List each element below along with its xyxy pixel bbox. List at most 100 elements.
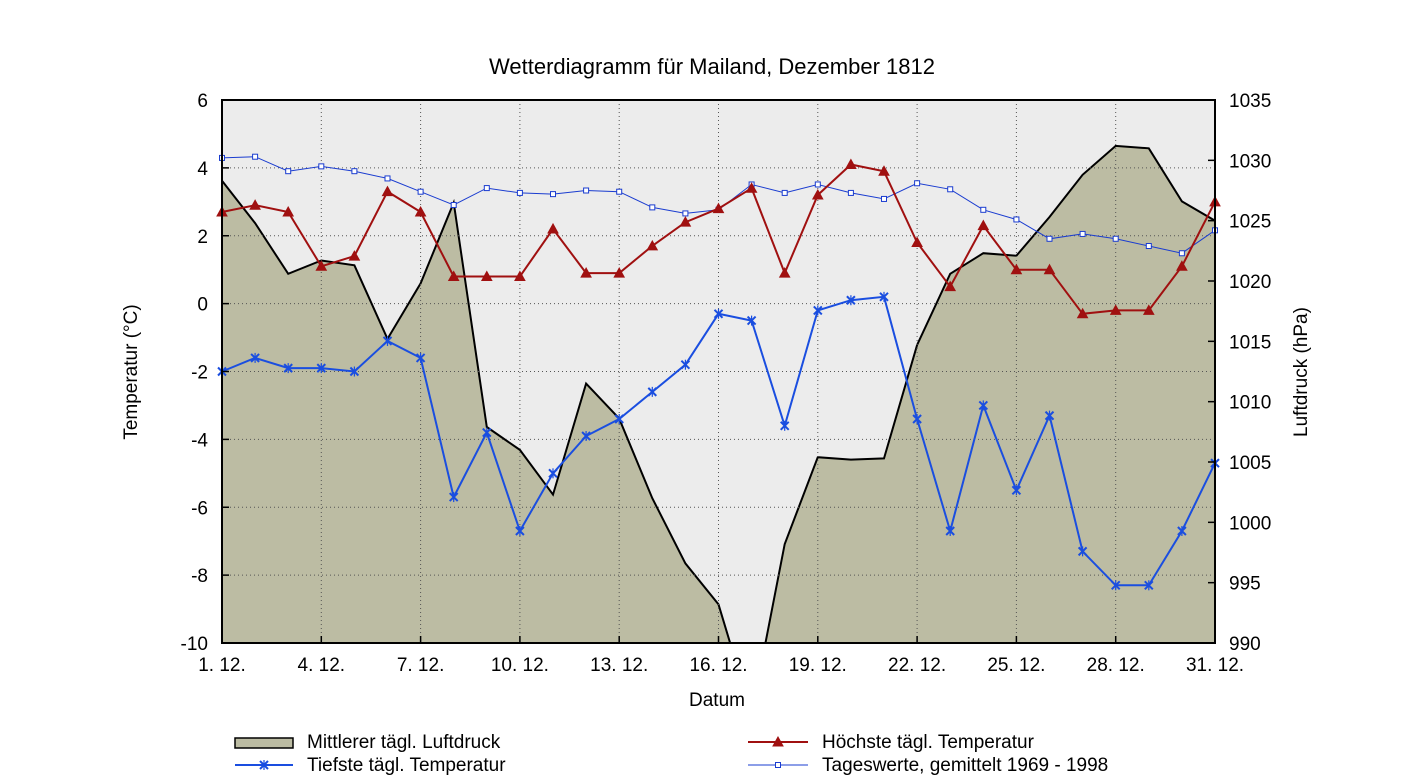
x-tick-label: 22. 12. [888, 655, 946, 676]
legend-swatch-pressure [234, 737, 294, 749]
min-temp-point [581, 430, 591, 441]
legend-label-max-temp: Höchste tägl. Temperatur [822, 732, 1035, 753]
avg-pressure-point [649, 204, 656, 211]
y-left-tick-label: -4 [191, 430, 208, 451]
y-right-tick-label: 1015 [1229, 332, 1271, 353]
y-left-tick-label: 0 [197, 295, 208, 316]
min-temp-point [349, 366, 360, 377]
avg-pressure-point [483, 185, 490, 192]
min-temp-point [382, 335, 393, 346]
max-temp-point [1109, 304, 1122, 315]
avg-pressure-point [914, 180, 921, 187]
chart-title: Wetterdiagramm für Mailand, Dezember 181… [489, 54, 935, 79]
min-temp-point [1077, 546, 1088, 557]
x-tick-label: 25. 12. [987, 655, 1045, 676]
min-temp-point [746, 315, 757, 326]
min-temp-point [1044, 410, 1055, 421]
avg-pressure-point [516, 189, 523, 196]
max-temp-point [414, 205, 427, 217]
min-temp-point [978, 400, 989, 411]
min-temp-point [548, 468, 558, 479]
avg-pressure-point [947, 186, 954, 193]
max-temp-series [216, 158, 1221, 319]
avg-pressure-point [351, 168, 358, 175]
legend-label-avg-pressure: Tageswerte, gemittelt 1969 - 1998 [822, 755, 1108, 776]
avg-pressure-point [583, 187, 590, 194]
max-temp-point [845, 158, 857, 169]
legend-item-max-temp: Höchste tägl. Temperatur [748, 732, 1035, 753]
max-temp-point [878, 165, 890, 176]
x-tick-label: 28. 12. [1087, 655, 1145, 676]
y-right-tick-label: 1020 [1229, 272, 1271, 293]
max-temp-point [249, 199, 261, 210]
avg-pressure-point [417, 188, 424, 195]
avg-pressure-point [1079, 230, 1086, 237]
min-temp-point [250, 352, 260, 363]
min-temp-point [448, 492, 459, 503]
x-tick-label: 10. 12. [491, 655, 549, 676]
y-left-tick-label: -2 [191, 363, 208, 384]
max-temp-point [547, 222, 559, 234]
x-tick-label: 19. 12. [789, 655, 847, 676]
max-temp-point [1043, 263, 1056, 275]
legend-label-min-temp: Tiefste tägl. Temperatur [307, 755, 506, 776]
y-right-tick-label: 1035 [1229, 91, 1271, 112]
y-left-tick-label: -10 [181, 634, 208, 655]
y-axis-left-label: Temperatur (°C) [121, 304, 142, 439]
min-temp-point [415, 352, 426, 363]
min-temp-point [482, 427, 492, 438]
x-tick-label: 1. 12. [198, 655, 246, 676]
min-temp-point [614, 414, 624, 425]
y-axis-right-label: Luftdruck (hPa) [1291, 307, 1312, 437]
legend: Mittlerer tägl. Luftdruck Tiefste tägl. … [234, 732, 1108, 776]
max-temp-point [315, 260, 328, 271]
max-temp-point [712, 202, 725, 214]
avg-pressure-point [616, 188, 623, 195]
y-right-tick-label: 1010 [1229, 393, 1271, 414]
y-right-tick-label: 1030 [1229, 151, 1271, 172]
x-tick-label: 7. 12. [397, 655, 445, 676]
x-axis-label: Datum [689, 690, 745, 711]
max-temp-point [811, 188, 824, 200]
min-temp-point [316, 363, 327, 374]
legend-item-pressure: Mittlerer tägl. Luftdruck [234, 732, 501, 753]
max-temp-point [1076, 307, 1089, 319]
x-tick-label: 4. 12. [298, 655, 346, 676]
avg-pressure-point [1145, 243, 1152, 250]
min-temp-point [846, 295, 856, 306]
min-temp-point [779, 420, 790, 431]
max-temp-point [679, 216, 692, 227]
avg-pressure-point [384, 175, 391, 182]
y-left-tick-label: 2 [197, 227, 208, 248]
max-temp-point [778, 267, 791, 278]
avg-pressure-point [814, 181, 821, 188]
avg-pressure-point [980, 206, 987, 213]
legend-item-min-temp: Tiefste tägl. Temperatur [235, 755, 506, 776]
avg-pressure-point [847, 189, 854, 196]
legend-marker-min-temp [259, 760, 269, 770]
x-tick-label: 31. 12. [1186, 655, 1244, 676]
min-temp-series [217, 291, 1220, 591]
legend-min-temp-point [259, 760, 269, 770]
legend-marker-max-temp [772, 735, 784, 747]
y-left-tick-label: 6 [197, 91, 208, 112]
max-temp-point [447, 270, 460, 281]
min-temp-point [647, 386, 658, 397]
avg-pressure-point [1013, 216, 1020, 223]
avg-pressure-point [881, 195, 887, 202]
avg-pressure-point [318, 163, 325, 170]
max-temp-point [646, 239, 659, 251]
x-tick-label: 13. 12. [590, 655, 648, 676]
pressure-area [222, 145, 1215, 643]
y-right-tick-label: 990 [1229, 634, 1261, 655]
max-temp-point [1010, 263, 1023, 275]
min-temp-point [1177, 526, 1187, 537]
legend-avg-pressure-point [775, 762, 781, 768]
y-left-tick-label: 4 [197, 159, 208, 180]
min-temp-point [879, 291, 889, 302]
max-temp-point [911, 236, 923, 248]
min-temp-point [945, 526, 955, 537]
min-temp-point [283, 363, 293, 374]
y-right-tick-label: 995 [1229, 574, 1261, 595]
y-right-tick-label: 1005 [1229, 453, 1271, 474]
